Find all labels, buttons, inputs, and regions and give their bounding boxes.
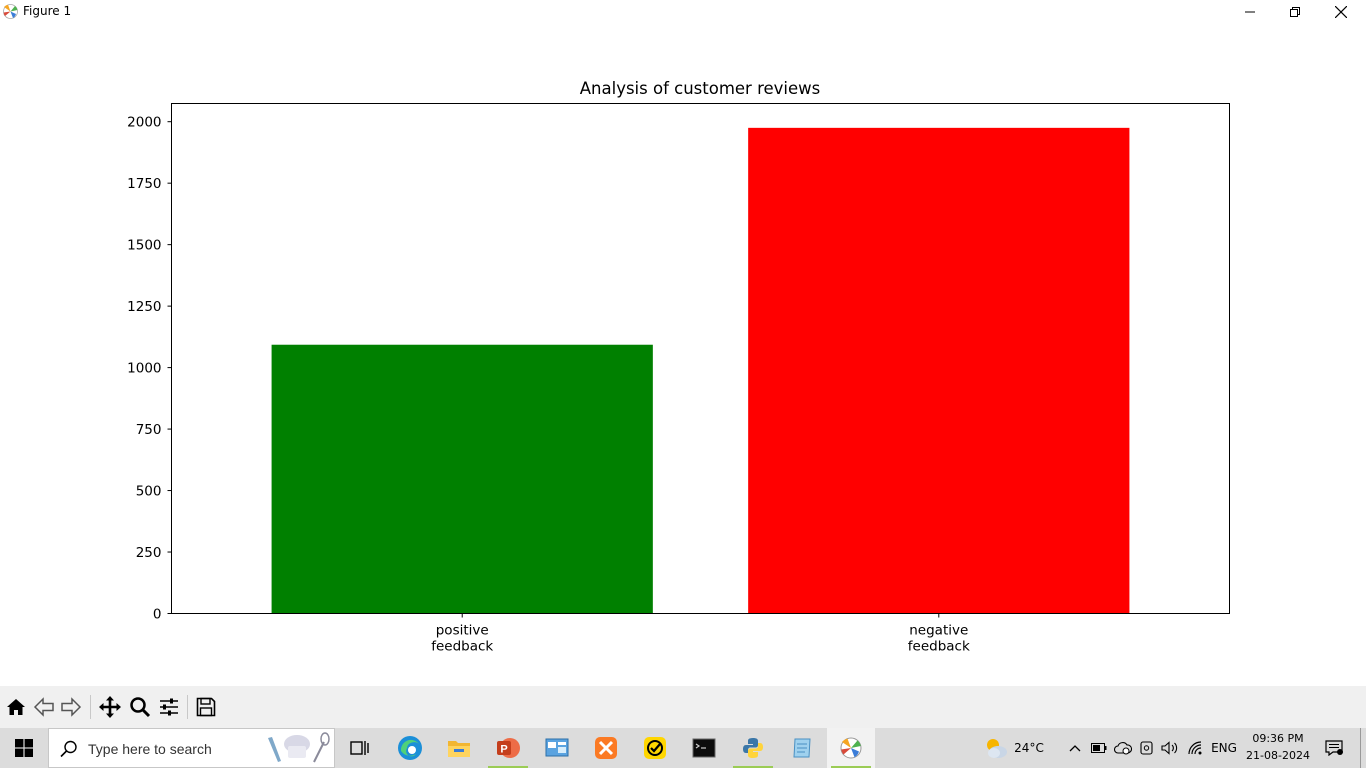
wifi-icon [1188,741,1202,755]
chart-title: Analysis of customer reviews [580,79,820,98]
onedrive-indicator[interactable] [1112,728,1134,768]
python-icon [743,738,763,758]
search-placeholder: Type here to search [88,741,212,757]
home-button[interactable] [3,694,29,720]
x-tick-label: positive feedback [431,623,493,655]
battery-icon [1091,743,1107,753]
notification-icon [1325,740,1343,756]
windows-taskbar: Type here to search [0,728,1366,768]
norton-check-icon [644,737,666,759]
show-hidden-icons-button[interactable] [1064,728,1086,768]
windows-logo-icon [15,739,33,757]
bar-negative [748,127,1130,614]
zoom-button[interactable] [127,694,153,720]
y-tick-label: 0 [153,607,162,623]
y-tick-label: 1000 [127,361,161,377]
taskbar-notepad[interactable] [778,728,826,768]
bar-chart: Analysis of customer reviews 0 250 500 750 1… [127,79,1230,655]
taskbar-norton[interactable] [631,728,679,768]
taskbar-task-view[interactable] [336,728,384,768]
y-tick-label: 2000 [127,115,161,131]
save-icon [196,697,216,717]
y-tick-label: 500 [136,484,162,500]
y-tick-label: 1750 [127,176,161,192]
x-tick-label: negative feedback [908,623,970,655]
figure-window: Figure 1 Analysis of customer reviews 0 2… [0,0,1366,728]
toolbar-separator [187,695,188,719]
minimize-icon [1245,11,1255,13]
weather-widget[interactable] [980,728,1012,768]
weather-temperature[interactable]: 24°C [1012,728,1046,768]
xampp-icon [595,737,617,759]
volume-control[interactable] [1159,728,1181,768]
weather-temp-text: 24°C [1014,741,1044,755]
forward-icon [61,697,82,717]
notification-center-button[interactable] [1320,728,1348,768]
clock-date: 21-08-2024 [1246,749,1310,762]
taskbar-control-panel[interactable] [533,728,581,768]
taskbar-python[interactable] [729,728,777,768]
close-icon [1335,6,1347,18]
command-prompt-icon [692,738,716,758]
save-button[interactable] [193,694,219,720]
speaker-icon [1161,741,1178,755]
chart-area[interactable]: Analysis of customer reviews 0 250 500 750 1… [0,24,1366,686]
input-language-indicator[interactable]: ENG [1208,728,1240,768]
minimize-button[interactable] [1227,0,1273,24]
forward-button[interactable] [58,694,84,720]
restore-button[interactable] [1272,0,1318,24]
taskbar-powerpoint[interactable]: P [484,728,532,768]
taskbar-clock[interactable]: 09:36 PM 21-08-2024 [1244,730,1312,766]
back-button[interactable] [31,694,57,720]
close-button[interactable] [1318,0,1364,24]
plot-frame [171,103,1230,614]
search-highlight-illustration [268,732,330,763]
meet-now-icon [1140,741,1153,755]
y-tick-label: 1250 [127,299,161,315]
cloud-sync-icon [1114,742,1132,755]
folder-icon [448,741,470,757]
battery-indicator[interactable] [1088,728,1110,768]
chevron-up-icon [1069,745,1081,752]
start-button[interactable] [0,728,48,768]
window-titlebar[interactable]: Figure 1 [0,0,1366,24]
matplotlib-figure-icon [840,737,862,759]
edge-browser-icon [398,736,422,760]
bar-positive [271,344,653,614]
restore-icon [1290,7,1300,17]
zoom-icon [130,697,151,718]
back-icon [33,697,54,717]
configure-subplots-icon [160,698,178,716]
search-icon [60,740,77,758]
window-title: Figure 1 [23,4,72,18]
matplotlib-app-icon [3,4,18,19]
control-panel-icon [545,738,569,757]
partly-cloudy-icon [987,739,1007,758]
show-desktop-divider [1360,728,1361,768]
taskbar-file-explorer[interactable] [435,728,483,768]
pan-button[interactable] [97,694,123,720]
language-text: ENG [1211,741,1237,755]
task-view-icon [350,741,369,755]
y-tick-label: 1500 [127,238,161,254]
pan-icon [99,696,121,718]
powerpoint-icon: P [497,738,520,758]
toolbar-separator [90,695,91,719]
svg-text:P: P [500,744,507,756]
taskbar-xampp[interactable] [582,728,630,768]
taskbar-edge[interactable] [386,728,434,768]
notepad-icon [793,738,811,758]
taskbar-search-box[interactable]: Type here to search [48,728,335,768]
clock-time: 09:36 PM [1252,732,1304,745]
taskbar-matplotlib-figure[interactable] [827,728,875,768]
y-tick-label: 250 [136,545,162,561]
taskbar-command-prompt[interactable] [680,728,728,768]
configure-subplots-button[interactable] [156,694,182,720]
meet-now-indicator[interactable] [1136,728,1158,768]
navigation-toolbar [0,686,1366,728]
network-indicator[interactable] [1184,728,1208,768]
y-tick-label: 750 [136,422,162,438]
home-icon [7,699,25,715]
